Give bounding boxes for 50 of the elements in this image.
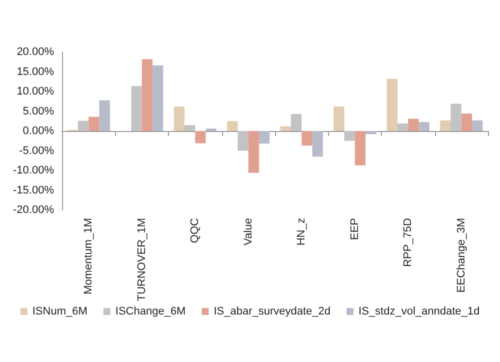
bar bbox=[227, 121, 238, 131]
legend-label: ISChange_6M bbox=[115, 306, 186, 318]
x-tick-label: EEChange_3M bbox=[455, 218, 468, 293]
y-tick-label: 15.00% bbox=[16, 66, 54, 78]
x-tick-label: QQC bbox=[189, 218, 202, 244]
bar bbox=[184, 125, 196, 131]
bar bbox=[248, 131, 260, 173]
y-tick-label: -15.00% bbox=[13, 184, 54, 196]
bar bbox=[408, 118, 419, 131]
y-tick-label: -10.00% bbox=[13, 164, 54, 176]
bar bbox=[386, 78, 398, 131]
bar bbox=[302, 131, 312, 146]
bar bbox=[366, 131, 376, 134]
bar bbox=[472, 120, 483, 131]
y-tick-label: -5.00% bbox=[19, 144, 54, 157]
bar bbox=[418, 122, 430, 131]
x-tick-label: TURNOVER_1M bbox=[136, 218, 148, 302]
bar bbox=[397, 123, 408, 131]
bar bbox=[344, 131, 355, 141]
y-tick-label: 10.00% bbox=[16, 86, 54, 98]
bar bbox=[152, 65, 164, 131]
bar bbox=[88, 116, 100, 131]
y-tick-label: 0.00% bbox=[22, 125, 54, 137]
legend-label: IS_abar_surveydate_2d bbox=[214, 306, 331, 318]
legend-label: IS_stdz_vol_anndate_1d bbox=[358, 306, 480, 318]
bar bbox=[280, 126, 291, 131]
bar bbox=[99, 100, 110, 131]
bar bbox=[131, 86, 142, 131]
y-tick-label: 20.00% bbox=[16, 46, 54, 58]
y-tick-label: -20.00% bbox=[13, 204, 54, 216]
bar bbox=[259, 131, 270, 144]
bar bbox=[334, 106, 344, 131]
bar bbox=[450, 104, 462, 131]
bar bbox=[354, 131, 366, 166]
bar bbox=[238, 131, 248, 151]
bar bbox=[312, 131, 323, 157]
x-tick-label: EEP bbox=[348, 218, 361, 240]
bar bbox=[78, 120, 89, 131]
bar bbox=[461, 114, 472, 131]
x-tick-label: RPP_75D bbox=[402, 218, 414, 267]
bar bbox=[174, 106, 184, 131]
bar bbox=[290, 114, 302, 131]
x-tick-label: Value bbox=[242, 218, 254, 246]
bar bbox=[440, 120, 451, 131]
x-tick-label: Momentum_1M bbox=[82, 218, 95, 294]
bar bbox=[142, 59, 153, 131]
legend-label: ISNum_6M bbox=[32, 306, 88, 318]
y-tick-label: 5.00% bbox=[22, 105, 54, 118]
x-tick-label: HN_z bbox=[296, 218, 308, 246]
bar bbox=[195, 131, 206, 144]
